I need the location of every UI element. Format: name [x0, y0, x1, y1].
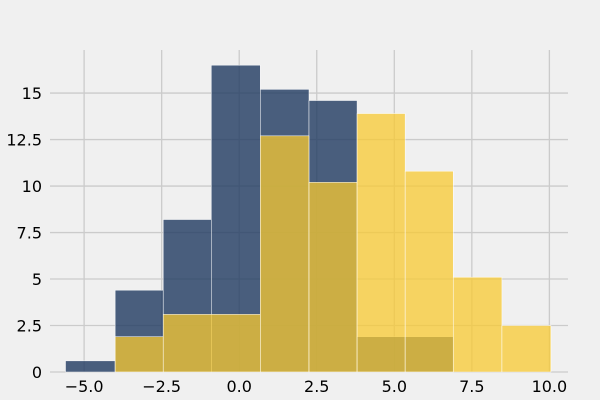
y-axis-tick-labels: 0 2.5 5 7.5 10 12.5 15: [6, 84, 42, 382]
histogram-bar-series-2: [452, 276, 503, 373]
y-tick-label: 10: [22, 177, 42, 196]
y-tick-label: 2.5: [17, 317, 42, 336]
x-tick-label: 7.5: [459, 377, 484, 396]
y-tick-label: 7.5: [17, 224, 42, 243]
histogram-bar-series-2: [356, 113, 406, 373]
y-tick-label: 5: [32, 270, 42, 289]
x-tick-label: −5.0: [65, 377, 104, 396]
y-tick-label: 12.5: [6, 131, 42, 150]
x-tick-label: 2.5: [304, 377, 329, 396]
histogram-bar-series-2: [501, 325, 552, 373]
histogram-bar-series-1: [65, 360, 116, 373]
x-axis-tick-labels: −5.0 −2.5 0.0 2.5 5.0 7.5 10.0: [65, 377, 568, 396]
histogram-bar-series-2: [404, 170, 454, 373]
histogram-bar-series-2: [114, 336, 164, 373]
x-tick-label: 10.0: [532, 377, 568, 396]
histogram-bar-series-2: [162, 314, 261, 373]
y-tick-label: 0: [32, 363, 42, 382]
histogram-bars: [65, 64, 552, 373]
y-tick-label: 15: [22, 84, 42, 103]
x-tick-label: 5.0: [382, 377, 407, 396]
histogram-bar-series-2: [260, 135, 310, 373]
x-tick-label: −2.5: [142, 377, 181, 396]
x-tick-label: 0.0: [226, 377, 251, 396]
histogram-bar-series-2: [308, 182, 358, 373]
